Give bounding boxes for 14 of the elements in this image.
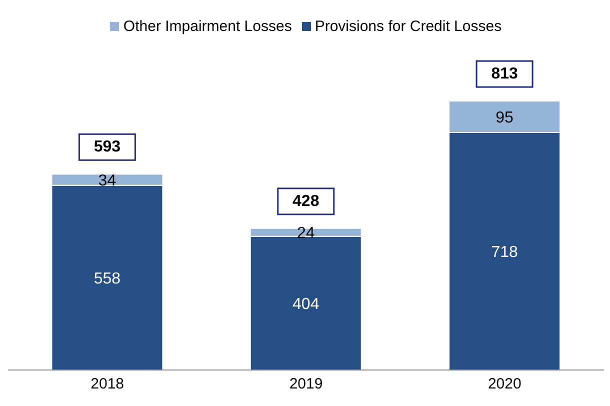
total-label: 428 xyxy=(292,192,320,210)
legend-label: Provisions for Credit Losses xyxy=(314,18,502,35)
x-tick-label: 2020 xyxy=(488,376,522,393)
x-tick-label: 2018 xyxy=(90,376,124,393)
legend-label: Other Impairment Losses xyxy=(122,18,292,35)
data-label: 34 xyxy=(98,172,116,190)
data-label: 24 xyxy=(296,225,315,242)
data-label: 404 xyxy=(292,296,320,313)
data-label: 558 xyxy=(94,270,121,288)
x-tick-label: 2019 xyxy=(289,376,323,393)
total-label: 813 xyxy=(491,66,518,83)
data-label: 95 xyxy=(496,109,514,126)
total-label: 593 xyxy=(94,138,121,156)
data-label: 718 xyxy=(491,244,518,261)
